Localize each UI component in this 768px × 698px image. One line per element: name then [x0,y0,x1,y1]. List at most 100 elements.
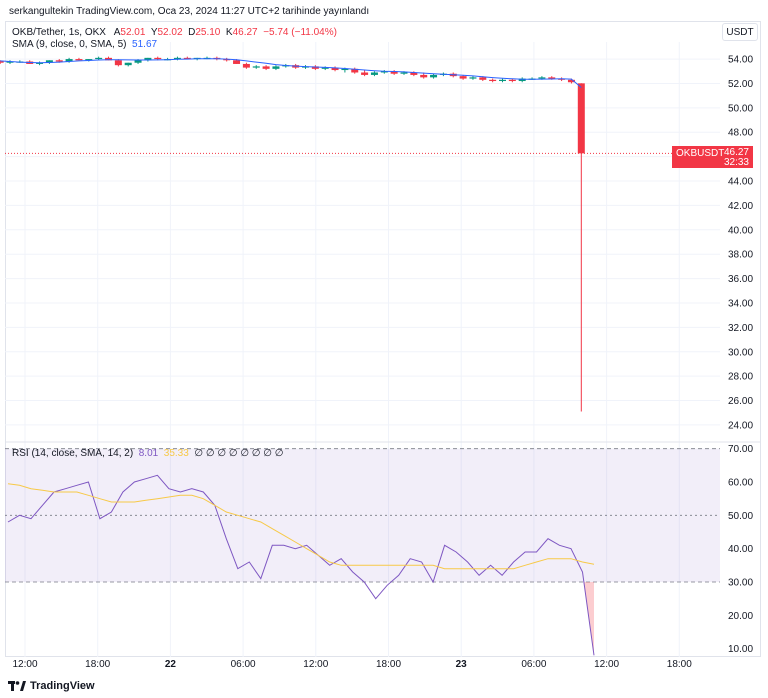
close-value: 46.27 [232,27,258,38]
candle-body [45,60,53,63]
candle-body [6,61,14,63]
candle-body [577,83,585,154]
tradingview-footer[interactable]: TradingView [8,680,95,692]
change-value: −5.74 (−11.04%) [263,27,337,38]
candle-body [75,59,83,61]
time-tick-label: 06:00 [231,659,256,670]
price-tick-label: 34.00 [728,298,753,309]
price-tick-label: 28.00 [728,372,753,383]
publish-attribution: serkangultekin TradingView.com, Oca 23, … [9,6,370,17]
open-value: 52.01 [120,27,146,38]
price-tick-label: 52.00 [728,79,753,90]
price-tick-label: 24.00 [728,420,753,431]
price-tick-label: 42.00 [728,201,753,212]
time-tick-label: 22 [165,659,177,670]
rsi-tick-label: 60.00 [728,478,753,489]
time-axis: 12:00 18:00 22 06:00 12:00 18:00 23 06:00 12:00 1… [12,659,692,670]
rsi-pane: 10.00 20.00 30.00 40.00 50.00 60.00 70.00 [5,444,753,656]
candle-body [262,66,270,69]
price-grid [5,42,720,657]
price-tick-label: 48.00 [728,128,753,139]
candle-body [390,71,398,74]
rsi-legend[interactable]: RSI (14, close, SMA, 14, 2) 8.01 35.33 ∅… [12,448,284,459]
candle-body [0,61,4,63]
price-tick-label: 36.00 [728,274,753,285]
candle-body [499,79,506,82]
time-tick-label: 23 [456,659,468,670]
tradingview-brand: TradingView [30,680,95,692]
price-tick-label: 38.00 [728,250,753,261]
candle-body [183,57,191,60]
time-tick-label: 06:00 [521,659,546,670]
candle-body [351,68,359,73]
candle-body [173,57,181,60]
rsi-tick-label: 40.00 [728,544,753,555]
price-tick-label: 40.00 [728,225,753,236]
candle-body [518,78,526,82]
candle-body [124,62,132,66]
candle-body [154,57,162,60]
rsi-line [7,474,595,656]
candle-body [567,79,575,83]
candle-body [370,72,378,75]
price-tick-label: 54.00 [728,55,753,66]
candle-body [380,71,388,73]
rsi-ma-value: 35.33 [163,448,189,459]
low-value: 25.10 [195,27,221,38]
candle-body [479,77,487,80]
candle-body [114,60,122,66]
rsi-tick-label: 10.00 [728,644,753,655]
price-tick-label: 50.00 [728,103,753,114]
candles [0,56,585,412]
price-tick-label: 26.00 [728,396,753,407]
candle-body [430,74,438,78]
candle-body [420,74,428,78]
candle-body [85,59,93,61]
candle-body [459,76,467,79]
rsi-tick-label: 50.00 [728,511,753,522]
currency-button[interactable]: USDT [722,23,758,41]
price-tick-label: 32.00 [728,323,753,334]
candle-body [65,59,73,62]
symbol-name[interactable]: OKB/Tether, 1s, OKX [12,27,106,38]
candle-body [242,63,250,68]
candle-body [538,77,546,79]
time-tick-label: 12:00 [12,659,37,670]
candle-body [36,62,44,64]
candle-body [144,57,152,61]
time-tick-label: 18:00 [376,659,401,670]
price-axis: 24.00 26.00 28.00 30.00 32.00 34.00 36.00 38.00… [728,55,753,432]
tradingview-logo-icon [8,681,26,691]
time-tick-label: 12:00 [303,659,328,670]
badge-price: 46.27 [723,147,749,159]
candle-body [223,59,231,61]
sma-line [0,58,582,88]
sma-legend[interactable]: SMA (9, close, 0, SMA, 5) 51.67 [12,39,157,50]
candle-body [134,60,142,63]
candle-body [272,66,280,69]
candle-body [55,60,63,62]
candle-body [410,72,418,75]
chart-frame [5,21,761,657]
high-label: Y [150,27,158,38]
badge-symbol: OKBUSDT [676,148,725,160]
close-label: K [225,27,233,38]
candle-body [508,79,516,82]
candle-body [331,67,339,71]
time-tick-label: 12:00 [594,659,619,670]
price-tick-label: 30.00 [728,347,753,358]
low-label: D [188,27,196,38]
candle-body [469,77,477,79]
time-tick-label: 18:00 [667,659,692,670]
rsi-tick-label: 30.00 [728,578,753,589]
rsi-band-fill [5,448,720,582]
rsi-value: 8.01 [138,448,159,459]
candle-body [489,79,497,82]
symbol-legend: OKB/Tether, 1s, OKX A52.01 Y52.02 D25.10… [12,26,337,39]
rsi-ma-line [7,483,595,570]
candle-body [105,57,112,61]
high-value: 52.02 [157,27,183,38]
sma-label: SMA (9, close, 0, SMA, 5) [12,39,127,50]
time-tick-label: 18:00 [85,659,110,670]
